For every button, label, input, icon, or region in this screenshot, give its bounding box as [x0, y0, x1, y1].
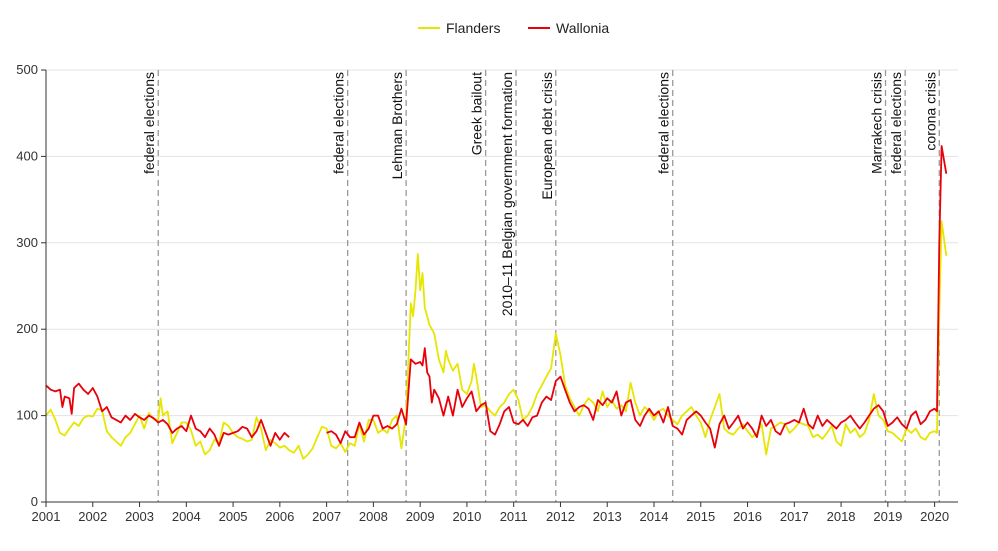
y-tick-label: 400 — [16, 148, 38, 163]
event-label: federal elections — [141, 72, 157, 174]
x-tick-label: 2008 — [359, 509, 388, 524]
series-line-flanders — [45, 220, 948, 460]
x-tick-label: 2013 — [593, 509, 622, 524]
x-tick-label: 2012 — [546, 509, 575, 524]
x-tick-label: 2006 — [265, 509, 294, 524]
y-tick-label: 500 — [16, 62, 38, 77]
event-label: federal elections — [656, 72, 672, 174]
x-tick-label: 2018 — [827, 509, 856, 524]
event-markers: federal elections federal elections Lehman… — [141, 70, 940, 502]
event-label: federal elections — [331, 72, 347, 174]
event-label: 2010–11 Belgian government formation — [499, 72, 515, 316]
series-line-wallonia — [45, 382, 290, 447]
legend-label-flanders: Flanders — [446, 20, 500, 36]
legend-label-wallonia: Wallonia — [556, 20, 609, 36]
series-lines — [45, 145, 948, 460]
x-tick-label: 2020 — [920, 509, 949, 524]
y-tick-label: 200 — [16, 321, 38, 336]
x-tick-label: 2001 — [32, 509, 61, 524]
x-tick-label: 2015 — [686, 509, 715, 524]
event-label: Greek bailout — [469, 72, 485, 155]
event-label: corona crisis — [922, 72, 938, 151]
x-tick-label: 2005 — [219, 509, 248, 524]
event-label: federal elections — [888, 72, 904, 174]
event-label: Marrakech crisis — [869, 72, 885, 174]
event-label: Lehman Brothers — [389, 72, 405, 179]
x-tick-label: 2014 — [640, 509, 669, 524]
legend: Flanders Wallonia — [418, 20, 609, 36]
y-tick-label: 100 — [16, 408, 38, 423]
y-tick-label: 300 — [16, 235, 38, 250]
x-tick-label: 2017 — [780, 509, 809, 524]
x-tick-label: 2010 — [452, 509, 481, 524]
y-tick-label: 0 — [31, 494, 38, 509]
axes: 0 100 200 300 400 500 2001 2002 2003 2004 2005 2006… — [16, 62, 958, 524]
x-tick-label: 2009 — [406, 509, 435, 524]
x-tick-label: 2003 — [125, 509, 154, 524]
x-tick-label: 2011 — [500, 509, 528, 524]
x-tick-label: 2004 — [172, 509, 201, 524]
x-tick-label: 2016 — [733, 509, 762, 524]
x-tick-label: 2007 — [312, 509, 341, 524]
x-tick-label: 2019 — [873, 509, 902, 524]
event-label: European debt crisis — [539, 72, 555, 200]
series-line-wallonia — [326, 145, 948, 449]
x-tick-label: 2002 — [78, 509, 107, 524]
